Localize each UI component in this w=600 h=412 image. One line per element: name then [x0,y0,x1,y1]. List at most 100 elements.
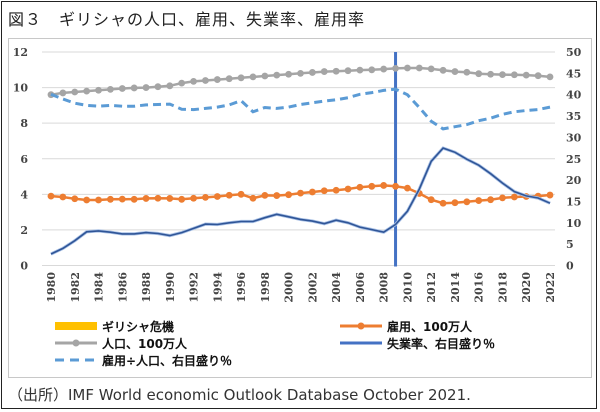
series-marker-employment [190,194,197,202]
series-marker-employment [404,184,411,192]
series-marker-population [415,64,423,72]
series-marker-population [213,76,221,83]
series-marker-population [178,79,186,87]
series-marker-population [202,77,209,84]
series-marker-employment [83,196,91,204]
series-marker-employment [285,191,293,199]
y-left-tick-label: 12 [13,46,28,59]
series-marker-employment [225,191,233,199]
series-marker-employment [308,188,316,196]
series-marker-population [83,87,91,95]
y-right-tick-label: 10 [566,217,582,230]
series-marker-employment [59,193,67,201]
series-marker-population [356,66,364,74]
series-marker-population [273,71,281,79]
series-marker-employment [439,199,447,207]
series-marker-population [534,72,542,80]
series-marker-population [285,70,293,78]
series-marker-population [427,65,435,73]
series-marker-population [237,74,245,82]
series-marker-employment [213,193,221,200]
series-marker-population [166,82,174,90]
series-marker-population [522,71,530,79]
series-marker-employment [118,195,126,203]
series-marker-population [118,85,126,92]
legend-item-unemployment-label: 失業率、右目盛り％ [387,336,495,351]
series-marker-population [332,67,340,75]
y-left-tick-label: 10 [13,82,29,95]
x-tick-label: 1994 [211,272,224,303]
series-marker-employment [261,192,269,199]
x-tick-label: 1986 [116,272,129,303]
series-marker-population [59,89,67,97]
figure-title: 図３ ギリシャの人口、雇用、失業率、雇用率 [8,10,366,29]
y-right-tick-label: 15 [566,195,581,208]
legend-item-employment-ratio-label: 雇用÷人口、右目盛り％ [102,353,232,368]
series-marker-employment [130,195,138,203]
series-marker-employment [475,197,483,204]
x-tick-label: 1980 [45,272,58,303]
series-line-unemployment [50,147,551,255]
series-marker-population [154,83,162,91]
x-tick-label: 1990 [164,272,177,303]
legend-item-employment-marker [357,322,365,330]
x-tick-label: 1982 [69,272,82,303]
series-marker-population [107,85,114,93]
series-marker-population [487,70,494,78]
series-marker-population [499,71,506,78]
series-marker-population [439,66,447,74]
series-marker-employment [356,183,364,191]
series-marker-employment [297,189,304,197]
y-left-tick-label: 0 [20,260,28,273]
y-right-tick-label: 40 [566,89,582,102]
x-tick-label: 2022 [544,272,557,303]
y-left-tick-label: 4 [20,188,28,201]
series-marker-population [475,70,483,78]
series-marker-population [392,64,399,72]
x-tick-label: 2000 [283,272,296,303]
x-tick-label: 1984 [93,272,106,303]
x-tick-label: 2020 [520,272,533,303]
legend-item-population-marker [72,339,80,347]
legend-item-population-label: 人口、100万人 [102,336,188,351]
series-marker-employment [320,187,328,195]
series-marker-employment [142,195,150,202]
series-marker-population [190,77,197,85]
series-marker-employment [71,195,79,203]
y-right-tick-label: 45 [566,67,581,80]
series-marker-employment [273,192,281,199]
series-marker-employment [166,195,174,202]
series-marker-population [142,84,150,91]
series-marker-employment [249,194,257,202]
y-left-tick-label: 2 [20,224,28,237]
series-marker-population [130,84,138,92]
y-right-tick-label: 0 [566,260,574,273]
series-marker-employment [487,196,494,204]
series-marker-employment [237,190,245,198]
x-tick-label: 2018 [496,272,509,303]
series-marker-population [249,73,257,81]
series-marker-employment [380,182,388,189]
chart-area [8,38,592,378]
legend-item-employment-label: 雇用、100万人 [387,319,473,334]
x-tick-label: 2004 [330,272,343,303]
series-marker-employment [392,182,399,190]
series-marker-employment [178,195,186,203]
x-tick-label: 2012 [425,272,438,303]
x-tick-label: 2010 [401,272,414,303]
y-right-tick-label: 5 [566,238,574,251]
x-tick-label: 2008 [378,272,391,303]
series-marker-population [261,72,269,80]
y-right-tick-label: 20 [566,174,582,187]
series-marker-population [297,69,304,77]
series-marker-employment [427,196,435,204]
series-marker-population [95,86,102,94]
series-marker-population [404,64,411,72]
x-tick-label: 2006 [354,272,367,303]
legend-item-crisis-swatch [55,322,97,330]
series-marker-employment [368,182,376,190]
series-marker-employment [546,191,554,199]
series-marker-population [344,67,352,75]
